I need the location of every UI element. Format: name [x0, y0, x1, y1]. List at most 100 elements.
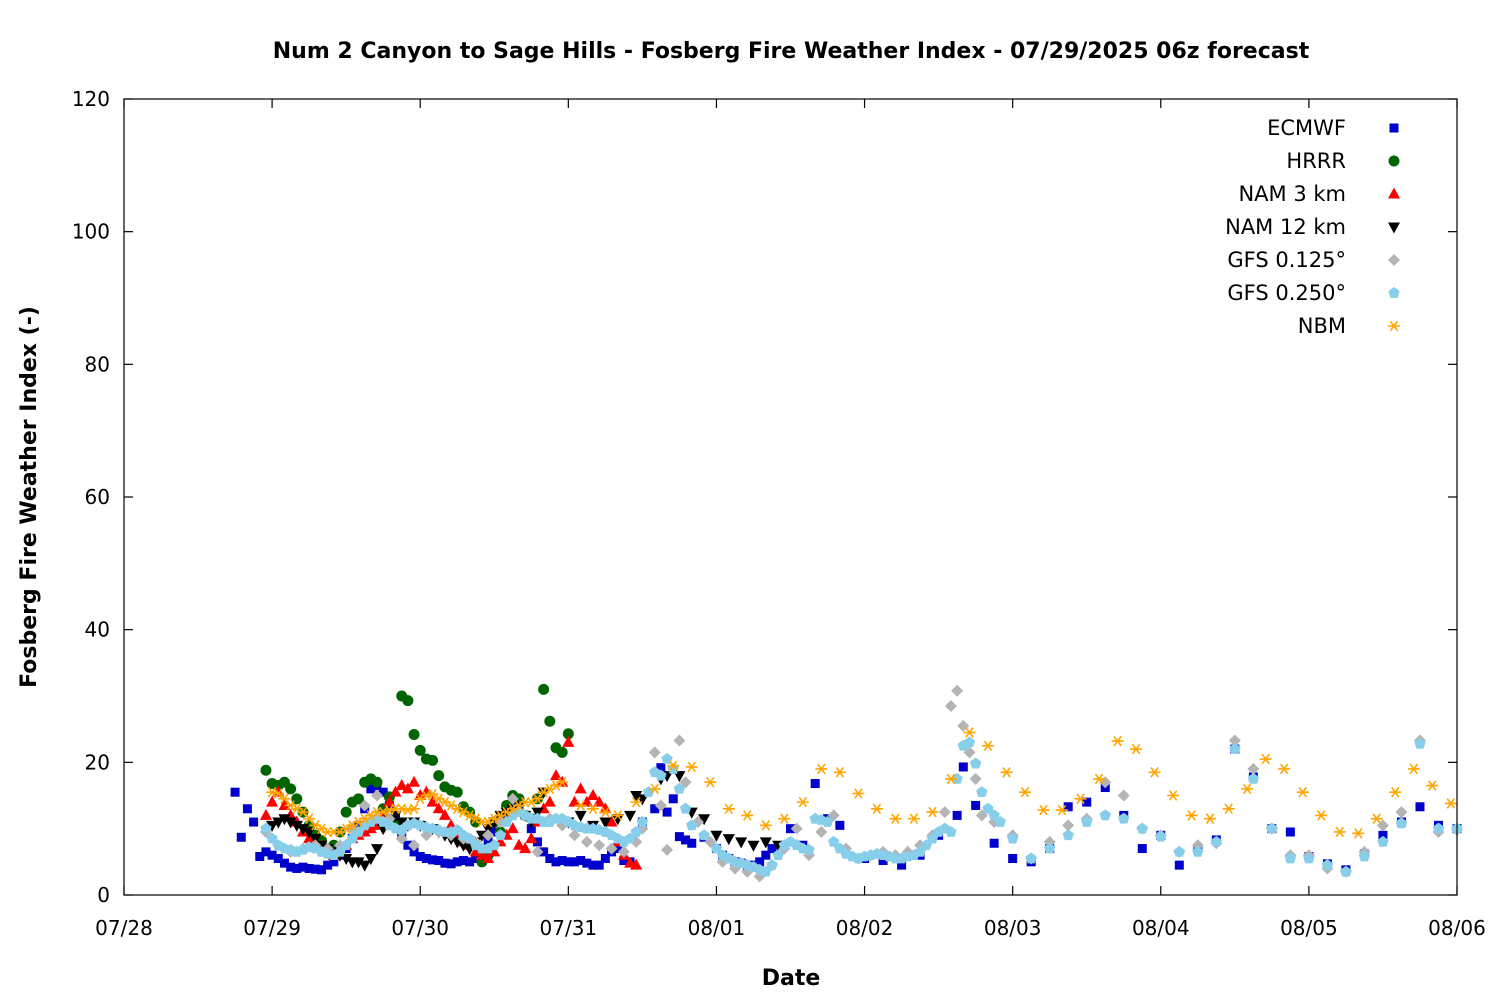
data-point — [371, 776, 383, 788]
data-point — [465, 857, 475, 867]
data-point — [1259, 753, 1272, 765]
data-point — [457, 840, 470, 852]
data-point — [366, 784, 376, 794]
legend-marker — [1388, 320, 1400, 332]
legend-label: NBM — [1298, 314, 1346, 338]
data-point — [1056, 804, 1069, 816]
data-point — [488, 845, 501, 857]
data-point — [786, 824, 795, 834]
data-point — [969, 772, 982, 785]
legend-marker — [1388, 187, 1400, 199]
data-point — [907, 813, 920, 824]
data-point — [599, 802, 612, 814]
y-tick-label: 20 — [85, 750, 110, 774]
x-tick-label: 08/02 — [836, 916, 894, 940]
x-tick-label: 07/30 — [391, 916, 449, 940]
data-point — [562, 728, 574, 740]
data-point — [1081, 816, 1093, 827]
data-point — [594, 860, 604, 870]
legend-label: NAM 12 km — [1225, 215, 1346, 239]
data-point — [600, 854, 610, 864]
data-point — [395, 817, 408, 829]
data-point — [475, 848, 488, 860]
data-point — [364, 854, 377, 866]
data-point — [1117, 789, 1130, 802]
legend-label: GFS 0.125° — [1227, 248, 1346, 272]
data-point — [1303, 852, 1315, 864]
data-point — [673, 771, 686, 783]
data-point — [1278, 763, 1291, 775]
data-point — [1062, 829, 1074, 841]
data-point — [494, 829, 507, 841]
data-point — [722, 834, 735, 846]
data-point — [679, 802, 692, 814]
data-point — [266, 820, 279, 832]
data-point — [1043, 842, 1056, 854]
data-point — [1389, 786, 1402, 798]
data-point — [1148, 767, 1161, 778]
data-point — [389, 785, 402, 797]
data-point — [668, 794, 678, 804]
data-point — [266, 795, 279, 807]
data-point — [1378, 830, 1388, 840]
data-point — [556, 746, 568, 758]
data-point — [1099, 809, 1111, 821]
data-point — [821, 816, 834, 827]
data-point — [1426, 780, 1439, 791]
data-point — [402, 695, 414, 707]
legend-label: GFS 0.250° — [1227, 281, 1346, 305]
data-point — [526, 824, 536, 834]
data-point — [279, 858, 289, 868]
data-point — [551, 857, 561, 867]
x-tick-label: 08/04 — [1132, 916, 1190, 940]
data-point — [267, 850, 277, 860]
data-point — [767, 844, 777, 854]
data-point — [488, 839, 500, 851]
data-point — [532, 837, 542, 847]
data-point — [580, 835, 593, 848]
legend: ECMWF HRRR NAM 3 km NAM 12 km GFS 0.125° GFS … — [1225, 116, 1400, 338]
series-4 — [259, 684, 1463, 883]
data-point — [434, 856, 444, 866]
data-point — [576, 856, 586, 866]
data-point — [272, 788, 285, 799]
data-point — [395, 832, 408, 845]
data-point — [414, 789, 427, 800]
data-point — [889, 813, 902, 824]
x-tick-label: 07/28 — [95, 916, 153, 940]
data-point — [273, 854, 283, 864]
data-point — [674, 832, 684, 842]
y-tick-label: 40 — [85, 618, 110, 642]
data-point — [1062, 819, 1075, 832]
data-point — [408, 803, 421, 815]
data-point — [667, 760, 680, 771]
data-point — [303, 813, 316, 824]
data-point — [969, 757, 982, 769]
data-point — [483, 837, 493, 847]
data-point — [531, 845, 544, 858]
data-point — [296, 806, 309, 818]
data-point — [1155, 830, 1167, 842]
data-point — [833, 767, 846, 778]
data-point — [938, 806, 951, 819]
data-point — [613, 844, 623, 854]
data-point — [650, 804, 660, 814]
data-point — [545, 854, 555, 864]
data-point — [1352, 828, 1365, 839]
data-point — [827, 835, 840, 847]
data-point — [661, 843, 674, 856]
data-point — [747, 840, 760, 852]
data-point — [772, 849, 784, 861]
y-axis-label: Fosberg Fire Weather Index (-) — [17, 306, 42, 688]
data-point — [698, 814, 711, 826]
plot-frame — [123, 98, 1458, 896]
y-tick-label: 60 — [85, 485, 110, 509]
data-point — [1006, 832, 1019, 844]
data-point — [249, 817, 259, 827]
data-point — [539, 847, 549, 857]
data-point — [796, 796, 809, 808]
data-point — [981, 740, 994, 752]
data-point — [1377, 835, 1389, 847]
data-point — [255, 852, 265, 862]
